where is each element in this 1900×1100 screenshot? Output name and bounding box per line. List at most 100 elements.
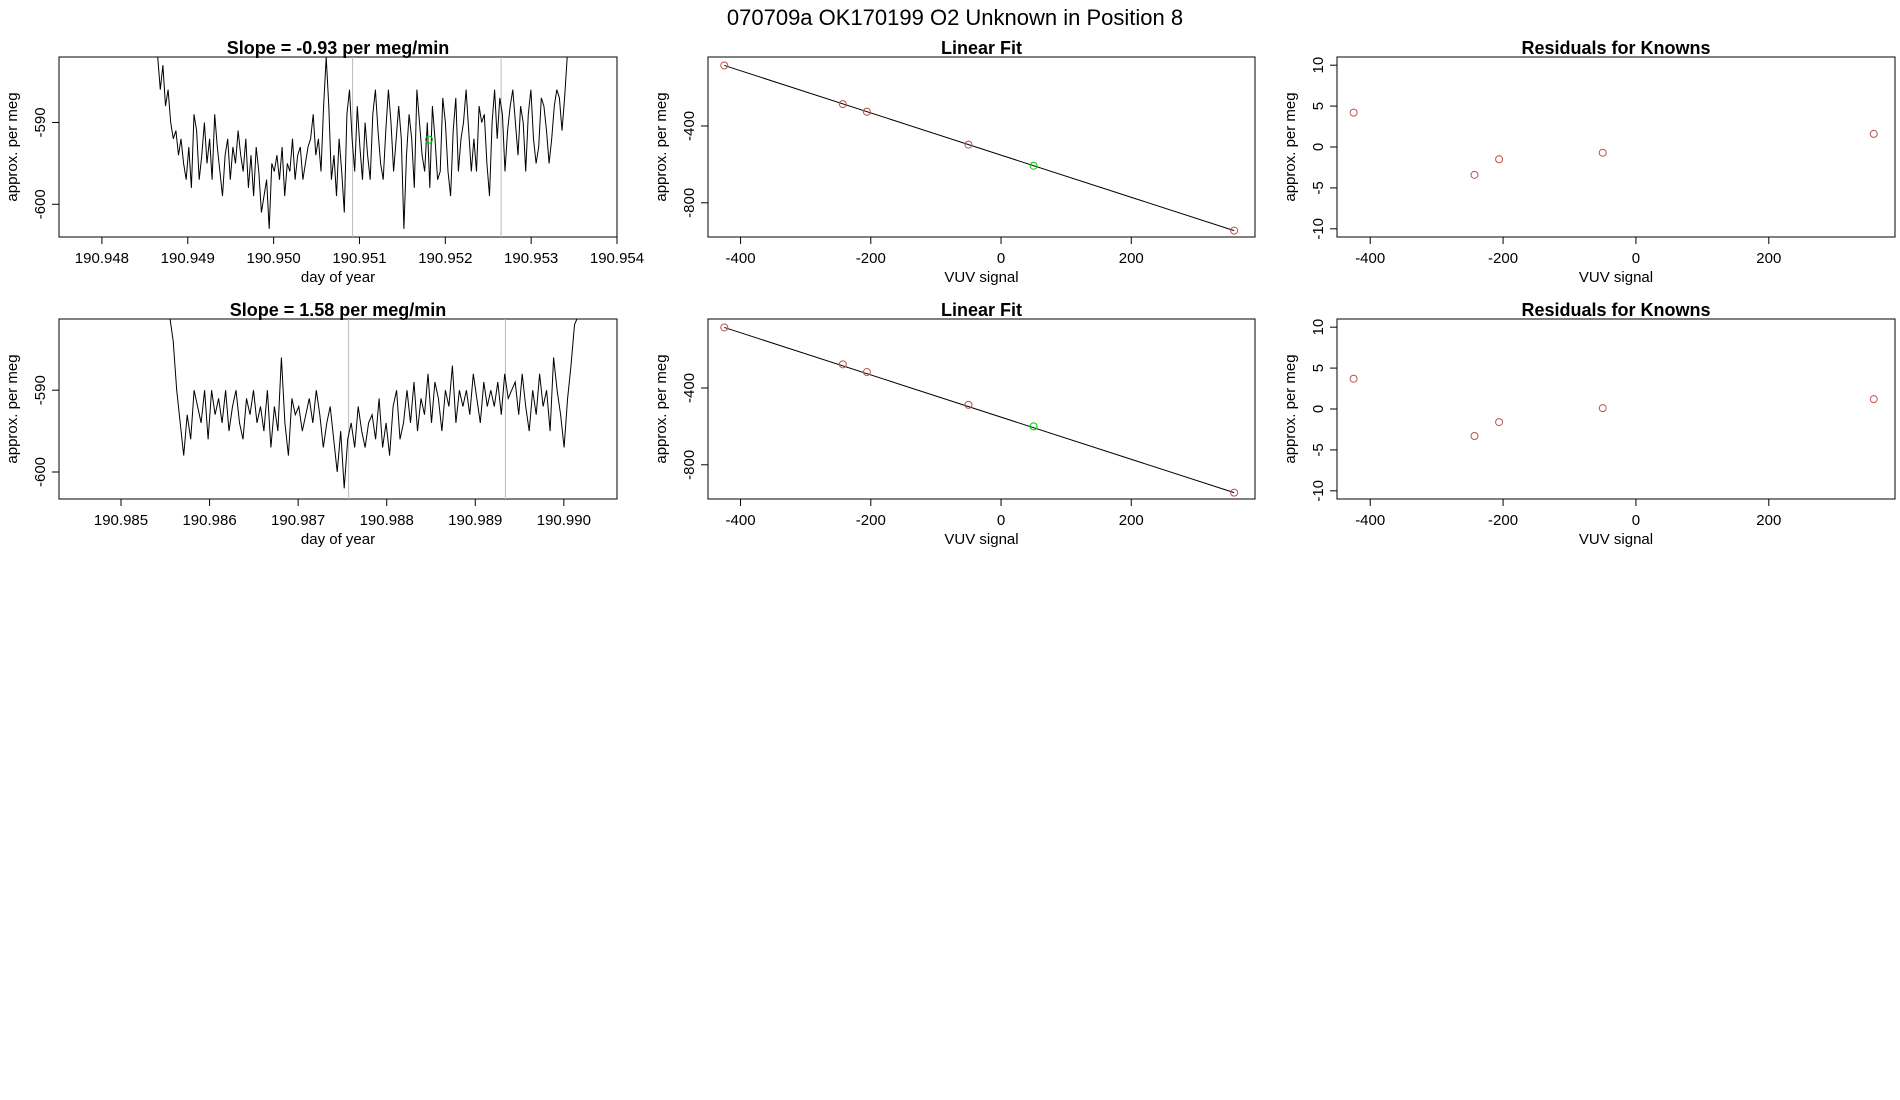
y-tick-label: 10 [1310, 319, 1327, 336]
data-point [1495, 155, 1504, 164]
series-line [169, 319, 578, 489]
x-tick-label: 190.953 [504, 250, 558, 267]
y-tick-label: -600 [32, 457, 49, 487]
chart-title: Linear Fit [941, 38, 1022, 58]
unknown-point [1029, 161, 1038, 170]
plot-frame [707, 56, 1256, 238]
plot-frame [58, 318, 618, 500]
data-point [862, 107, 871, 116]
unknown-point [424, 135, 433, 144]
x-tick-label: 190.948 [75, 250, 129, 267]
panels: Slope = -0.93 per meg/min 190.948 190.949 1… [4, 38, 1896, 548]
x-tick-label: -400 [1355, 512, 1385, 529]
page-title: 070709a OK170199 O2 Unknown in Position … [727, 5, 1183, 30]
fit-line [724, 326, 1235, 494]
x-axis-label: VUV signal [1579, 269, 1653, 286]
x-tick-label: 0 [997, 250, 1005, 267]
chart-title: Residuals for Knowns [1521, 38, 1710, 58]
data-point [1598, 404, 1607, 413]
data-point [1470, 432, 1479, 440]
data-point [964, 400, 973, 409]
y-tick-label: 5 [1310, 364, 1327, 372]
data-point [1230, 488, 1239, 497]
chart-title: Slope = 1.58 per meg/min [230, 300, 447, 320]
x-axis-label: day of year [301, 531, 375, 548]
plot-frame [58, 56, 618, 238]
x-tick-label: 0 [1632, 250, 1640, 267]
plot-area [1349, 374, 1878, 440]
data-point [1349, 108, 1358, 117]
chart-panel-6: Residuals for Knowns -400 -200 0 200 VUV sign… [1282, 300, 1896, 548]
x-axis-label: VUV signal [1579, 531, 1653, 548]
chart-panel-2: Linear Fit -400 -200 0 200 VUV signal -400 -800… [653, 38, 1256, 286]
y-tick-label: 10 [1310, 57, 1327, 74]
y-tick-label: 0 [1310, 405, 1327, 413]
plot-frame [1336, 318, 1896, 500]
x-axis-label: VUV signal [944, 531, 1018, 548]
chart-panel-1: Slope = -0.93 per meg/min 190.948 190.949 1… [4, 38, 644, 286]
data-point [720, 61, 729, 70]
y-tick-label: -400 [681, 111, 698, 141]
y-tick-label: -400 [681, 373, 698, 403]
x-tick-label: 0 [1632, 512, 1640, 529]
x-tick-label: 190.951 [332, 250, 386, 267]
x-tick-label: -200 [1488, 512, 1518, 529]
data-point [838, 360, 847, 369]
chart-title: Linear Fit [941, 300, 1022, 320]
plot-frame [1336, 56, 1896, 238]
x-tick-label: 190.990 [537, 512, 591, 529]
y-tick-label: -800 [681, 450, 698, 480]
x-axis-label: VUV signal [944, 269, 1018, 286]
x-tick-label: -400 [726, 512, 756, 529]
fit-line [724, 64, 1235, 232]
y-tick-label: -5 [1310, 443, 1327, 456]
plot-frame [707, 318, 1256, 500]
data-point [838, 100, 847, 109]
data-point [1598, 148, 1607, 157]
y-axis-label: approx. per meg [4, 92, 21, 201]
x-tick-label: 200 [1119, 250, 1144, 267]
data-point [1869, 129, 1878, 138]
plot-area [169, 319, 578, 499]
x-tick-label: -200 [856, 512, 886, 529]
x-tick-label: 190.989 [448, 512, 502, 529]
x-tick-label: -400 [726, 250, 756, 267]
x-tick-label: 200 [1756, 250, 1781, 267]
data-point [1349, 374, 1358, 383]
x-tick-label: 190.986 [182, 512, 236, 529]
y-axis-label: approx. per meg [653, 92, 670, 201]
plot-area [1349, 108, 1878, 179]
plot-area [720, 323, 1239, 497]
x-tick-label: -400 [1355, 250, 1385, 267]
data-point [1230, 226, 1239, 235]
plot-area [157, 57, 568, 237]
y-axis-label: approx. per meg [1282, 92, 1299, 201]
x-tick-label: 190.949 [161, 250, 215, 267]
series-line [157, 57, 568, 229]
x-tick-label: 190.987 [271, 512, 325, 529]
y-tick-label: -10 [1310, 218, 1327, 240]
x-tick-label: 190.954 [590, 250, 644, 267]
chart-title: Slope = -0.93 per meg/min [227, 38, 450, 58]
x-tick-label: 200 [1756, 512, 1781, 529]
x-tick-label: 190.985 [94, 512, 148, 529]
y-tick-label: -600 [32, 189, 49, 219]
data-point [1495, 418, 1504, 427]
unknown-point [1029, 422, 1038, 431]
y-axis-label: approx. per meg [653, 354, 670, 463]
data-point [720, 323, 729, 332]
data-point [964, 140, 973, 149]
chart-panel-4: Slope = 1.58 per meg/min 190.985 190.986 19… [4, 300, 618, 548]
y-axis-label: approx. per meg [1282, 354, 1299, 463]
x-tick-label: -200 [856, 250, 886, 267]
y-tick-label: -800 [681, 188, 698, 218]
x-tick-label: 190.988 [360, 512, 414, 529]
x-axis-label: day of year [301, 269, 375, 286]
x-tick-label: 190.952 [418, 250, 472, 267]
y-tick-label: 0 [1310, 143, 1327, 151]
chart-panel-5: Linear Fit -400 -200 0 200 VUV signal -400 -800… [653, 300, 1256, 548]
data-point [1470, 170, 1479, 179]
x-tick-label: 190.950 [246, 250, 300, 267]
y-tick-label: -10 [1310, 480, 1327, 502]
